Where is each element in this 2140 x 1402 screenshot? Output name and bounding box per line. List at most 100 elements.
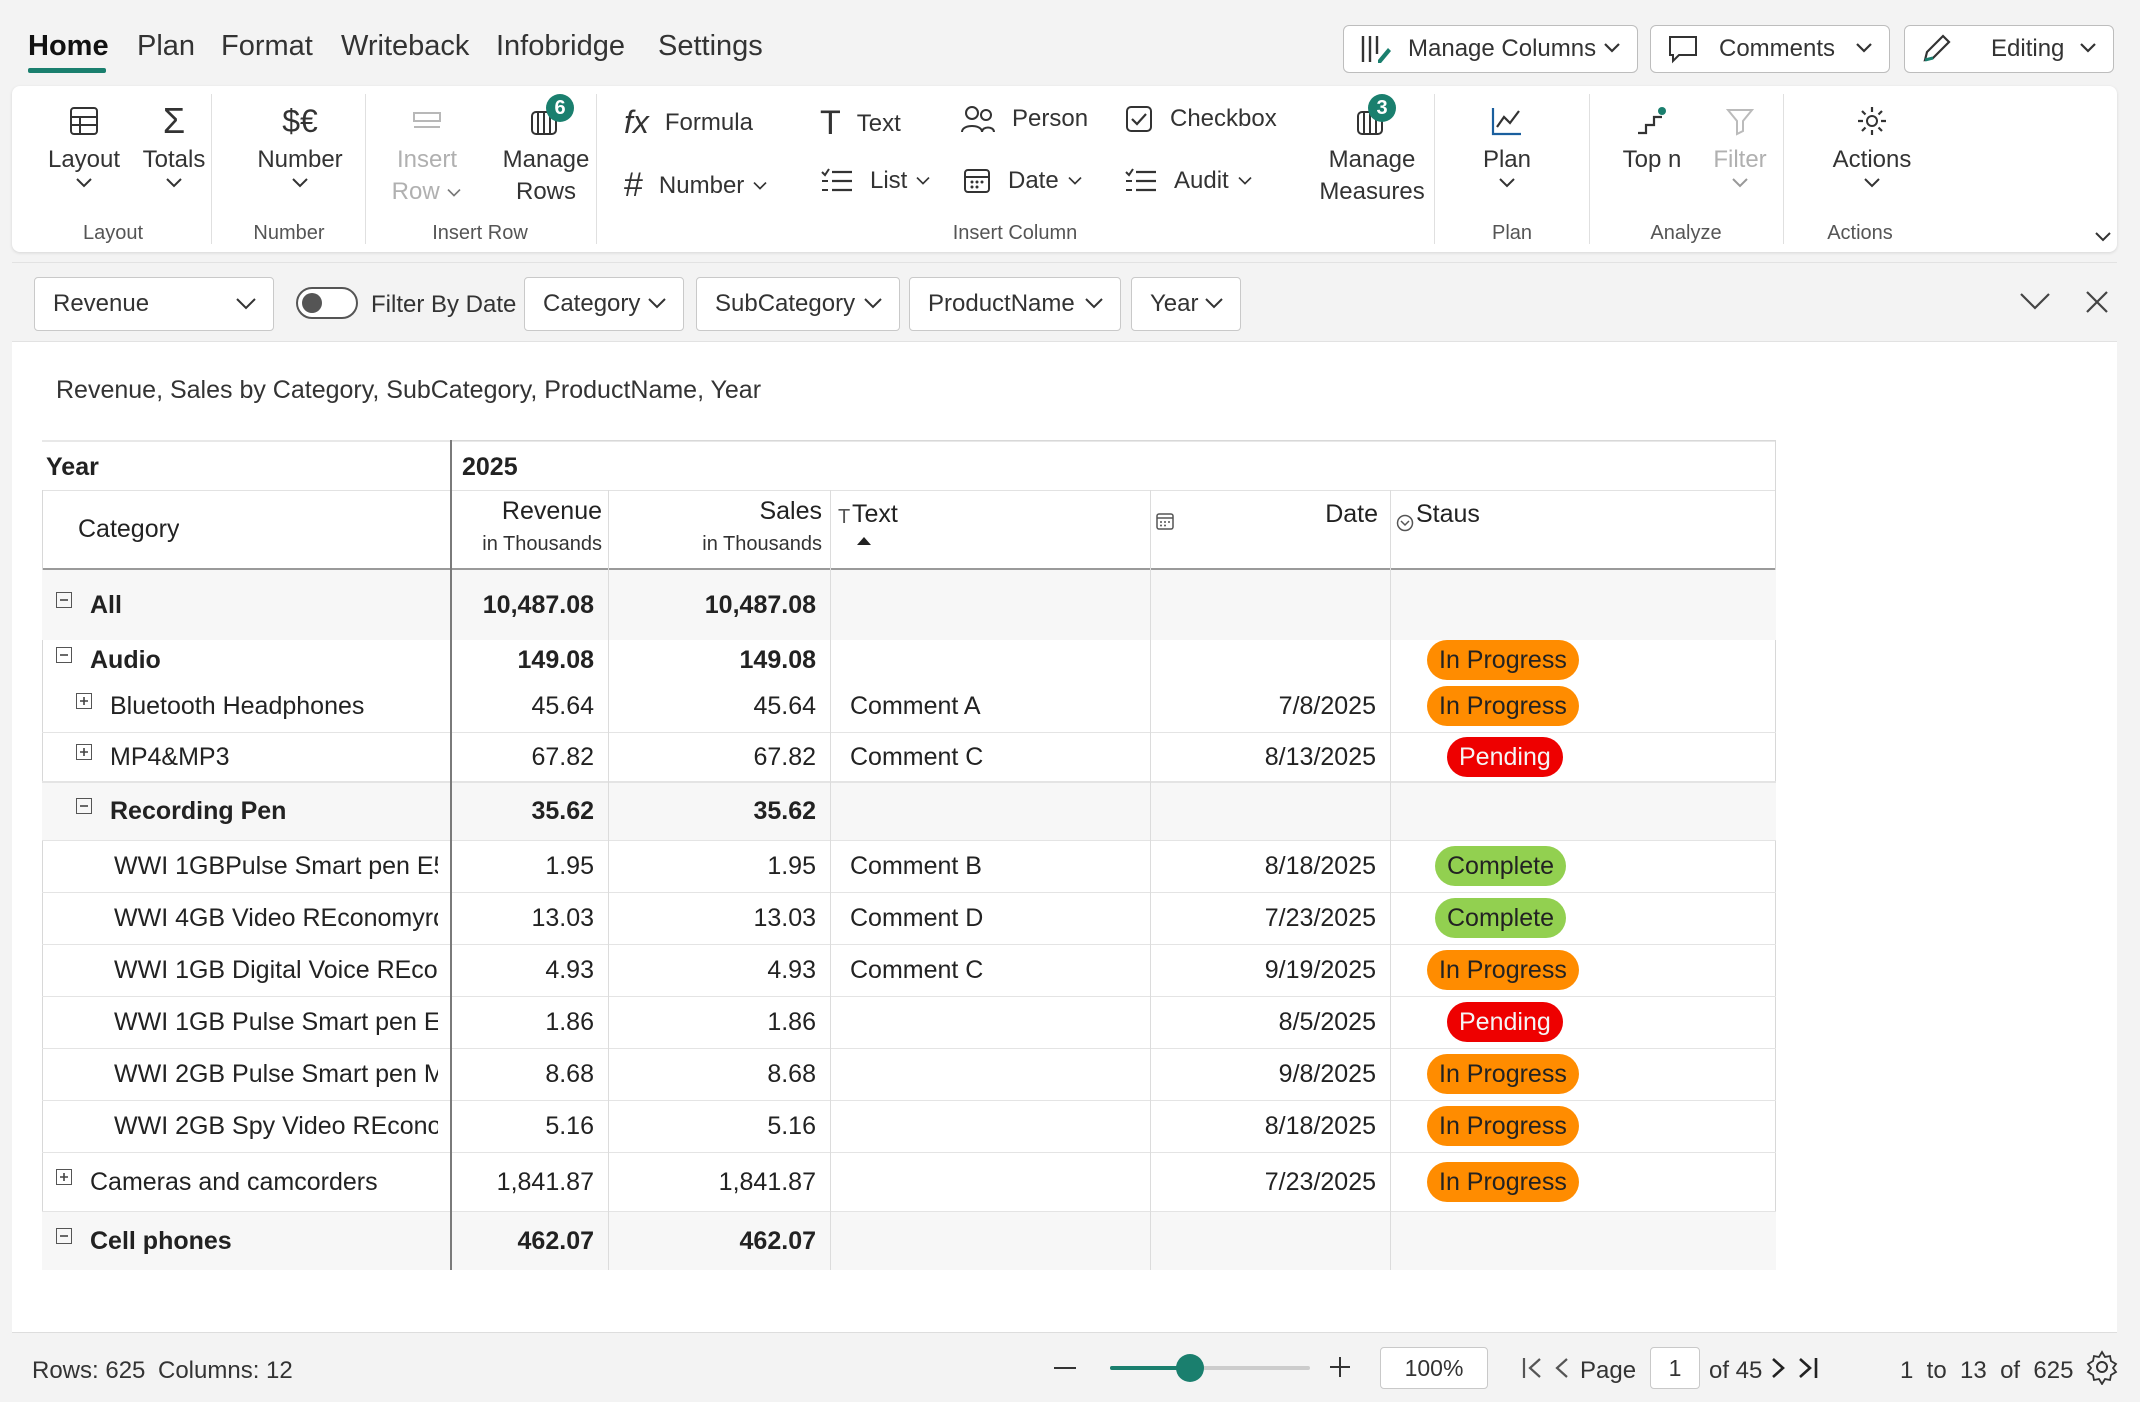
revenue-cell[interactable]: 1.86 [545,1007,594,1036]
sales-cell[interactable]: 149.08 [739,645,816,674]
previous-page-icon[interactable] [1552,1355,1572,1381]
measure-dropdown[interactable]: Revenue [34,277,274,331]
manage-rows-button[interactable]: Manage Rows [486,98,606,208]
date-cell[interactable]: 8/5/2025 [1278,1007,1376,1036]
revenue-cell[interactable]: 45.64 [531,691,594,720]
text-cell[interactable]: Comment C [850,742,984,771]
zoom-in-icon[interactable] [1328,1355,1352,1379]
tab-plan[interactable]: Plan [137,30,196,62]
zoom-percent-input[interactable]: 100% [1380,1347,1488,1389]
sales-cell[interactable]: 8.68 [767,1059,816,1088]
status-cell[interactable]: Complete [1391,840,1775,892]
sort-ascending-icon[interactable] [856,536,872,546]
zoom-out-icon[interactable] [1054,1367,1076,1369]
status-cell[interactable]: In Progress [1391,1048,1775,1100]
sales-cell[interactable]: 13.03 [753,903,816,932]
checkbox-column-button[interactable]: Checkbox [1124,104,1277,134]
sales-cell[interactable]: 462.07 [739,1226,816,1255]
collapse-minus-icon[interactable] [56,592,72,608]
collapse-filters-icon[interactable] [2018,289,2052,313]
comments-button[interactable]: Comments [1650,25,1890,73]
year-filter-dropdown[interactable]: Year [1131,277,1241,331]
zoom-slider-track[interactable] [1110,1354,1310,1382]
text-cell[interactable]: Comment A [850,691,981,720]
revenue-cell[interactable]: 4.93 [545,955,594,984]
formula-column-button[interactable]: fx Formula [624,104,753,141]
text-cell[interactable] [850,640,1140,680]
text-column-header[interactable]: T Text [830,494,1150,568]
manage-measures-button[interactable]: Manage Measures [1302,98,1442,208]
date-cell[interactable]: 7/23/2025 [1264,1167,1376,1196]
person-column-button[interactable]: Person [960,104,1088,134]
text-cell[interactable]: Comment D [850,903,984,932]
status-cell[interactable]: Pending [1391,732,1775,782]
text-cell[interactable] [850,1212,1140,1270]
status-cell[interactable] [1391,570,1775,640]
status-cell[interactable]: Complete [1391,892,1775,944]
date-cell[interactable] [1151,570,1390,640]
settings-gear-icon[interactable] [2084,1349,2120,1385]
status-cell[interactable]: In Progress [1391,680,1775,732]
revenue-cell[interactable]: 67.82 [531,742,594,771]
sales-cell[interactable]: 5.16 [767,1111,816,1140]
revenue-cell[interactable]: 13.03 [531,903,594,932]
date-cell[interactable]: 8/13/2025 [1264,742,1376,771]
date-cell[interactable]: 8/18/2025 [1264,1111,1376,1140]
number-format-button[interactable]: $€ Number [240,98,360,190]
status-cell[interactable]: In Progress [1391,640,1775,680]
revenue-cell[interactable]: 1.95 [545,851,594,880]
date-cell[interactable] [1151,640,1390,680]
filter-by-date-toggle[interactable] [296,287,358,319]
manage-columns-button[interactable]: Manage Columns [1343,25,1638,73]
revenue-cell[interactable]: 8.68 [545,1059,594,1088]
sales-cell[interactable]: 4.93 [767,955,816,984]
sales-column-header[interactable]: Sales in Thousands [608,494,828,568]
collapse-minus-icon[interactable] [56,1228,72,1244]
text-cell[interactable] [850,1048,1140,1100]
category-filter-dropdown[interactable]: Category [524,277,684,331]
layout-button[interactable]: Layout [34,98,134,190]
text-cell[interactable] [850,1152,1140,1212]
first-page-icon[interactable] [1520,1355,1546,1381]
expand-plus-icon[interactable] [56,1169,72,1185]
text-cell[interactable] [850,782,1140,840]
zoom-slider-thumb[interactable] [1176,1354,1204,1382]
status-cell[interactable]: Pending [1391,996,1775,1048]
text-cell[interactable] [850,570,1140,640]
sales-cell[interactable]: 35.62 [753,796,816,825]
collapse-minus-icon[interactable] [76,798,92,814]
text-cell[interactable] [850,996,1140,1048]
date-cell[interactable] [1151,1212,1390,1270]
expand-plus-icon[interactable] [76,693,92,709]
tab-home[interactable]: Home [28,30,109,62]
tab-format[interactable]: Format [221,30,313,62]
sales-cell[interactable]: 1.86 [767,1007,816,1036]
plan-button[interactable]: Plan [1462,98,1552,190]
text-column-button[interactable]: T Text [820,104,901,143]
tab-settings[interactable]: Settings [658,30,763,62]
date-column-button[interactable]: Date [962,166,1083,196]
sales-cell[interactable]: 45.64 [753,691,816,720]
productname-filter-dropdown[interactable]: ProductName [909,277,1121,331]
tab-writeback[interactable]: Writeback [341,30,470,62]
date-cell[interactable]: 8/18/2025 [1264,851,1376,880]
category-header[interactable]: Category [78,514,180,543]
revenue-cell[interactable]: 5.16 [545,1111,594,1140]
status-column-header[interactable]: Staus [1390,494,1610,568]
revenue-cell[interactable]: 10,487.08 [482,590,594,619]
date-column-header[interactable]: Date [1150,494,1390,568]
tab-infobridge[interactable]: Infobridge [496,30,625,62]
revenue-cell[interactable]: 462.07 [517,1226,594,1255]
totals-button[interactable]: Σ Totals [124,98,224,190]
date-cell[interactable]: 9/8/2025 [1278,1059,1376,1088]
revenue-cell[interactable]: 1,841.87 [496,1167,594,1196]
sales-cell[interactable]: 1,841.87 [718,1167,816,1196]
status-cell[interactable] [1391,1212,1775,1270]
list-column-button[interactable]: List [820,166,931,196]
collapse-minus-icon[interactable] [56,647,72,663]
subcategory-filter-dropdown[interactable]: SubCategory [696,277,900,331]
next-page-icon[interactable] [1768,1355,1788,1381]
status-cell[interactable]: In Progress [1391,1152,1775,1212]
revenue-column-header[interactable]: Revenue in Thousands [450,494,608,568]
number-column-button[interactable]: # Number [624,166,768,205]
